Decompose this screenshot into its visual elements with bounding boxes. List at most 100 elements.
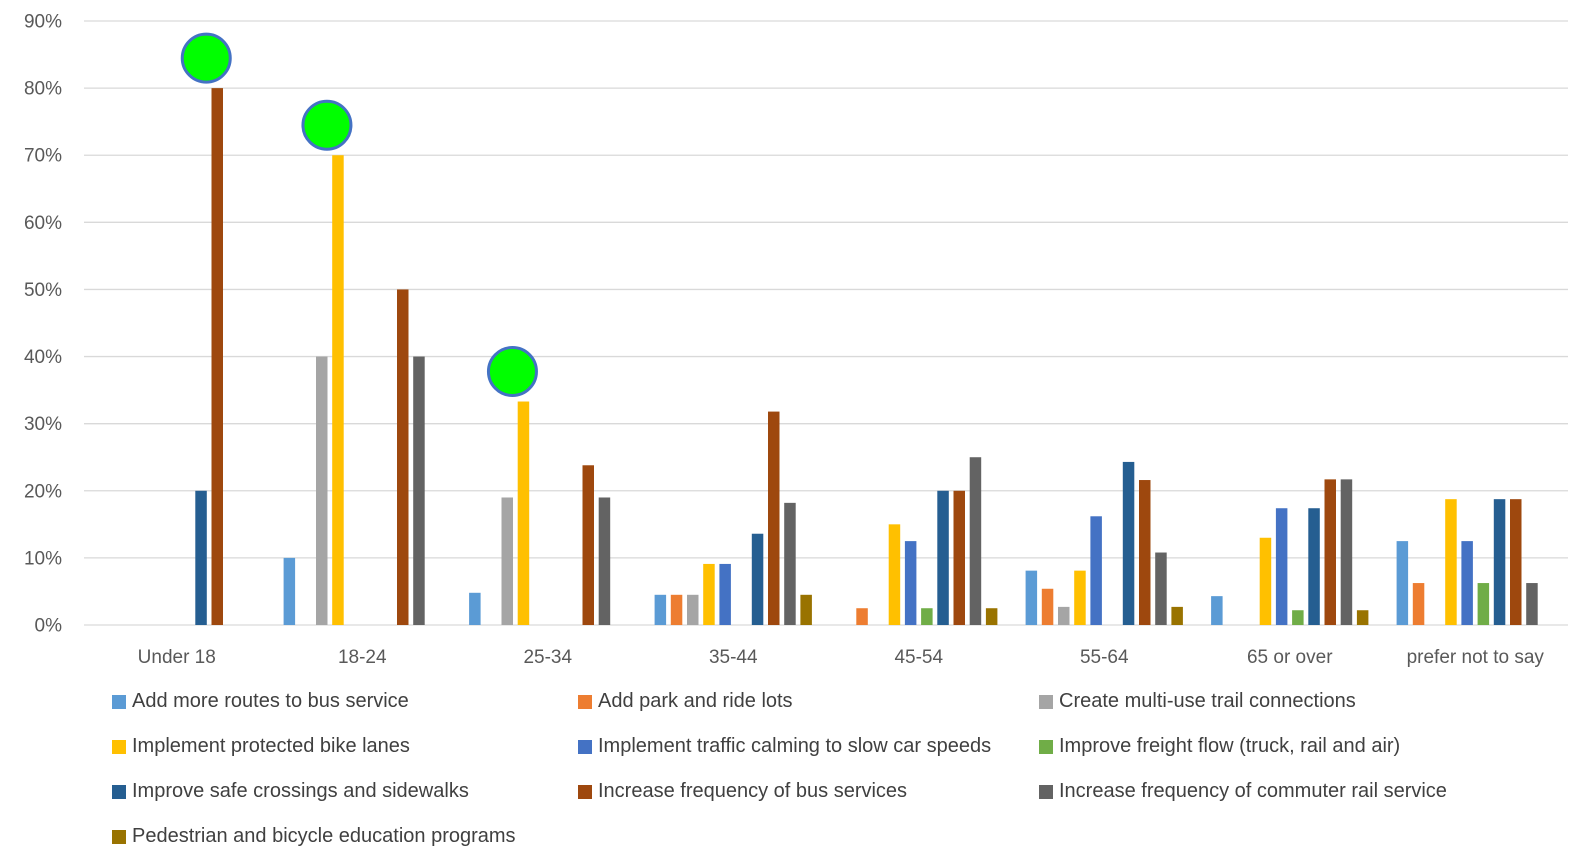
y-tick-label: 50% — [24, 280, 62, 301]
legend-label: Improve safe crossings and sidewalks — [132, 780, 469, 802]
legend-label: Improve freight flow (truck, rail and ai… — [1059, 735, 1401, 757]
bar — [1477, 583, 1490, 625]
x-tick-label: Under 18 — [138, 647, 216, 668]
bar — [1139, 480, 1151, 625]
legend-item: Increase frequency of bus services — [578, 780, 907, 803]
bar — [1308, 508, 1320, 625]
bar — [1155, 552, 1167, 625]
bar — [1445, 499, 1457, 625]
annotation-markers — [180, 32, 538, 398]
y-tick-label: 60% — [24, 213, 62, 234]
bar — [687, 594, 699, 625]
y-tick-label: 80% — [24, 79, 62, 100]
bar — [800, 594, 812, 625]
legend-label: Create multi-use trail connections — [1059, 690, 1356, 712]
bar — [768, 411, 780, 625]
bar — [1292, 610, 1304, 625]
legend-item: Improve safe crossings and sidewalks — [112, 780, 469, 803]
bar — [582, 465, 594, 625]
bar — [1412, 583, 1425, 625]
bar — [985, 608, 998, 625]
bar — [670, 594, 683, 625]
legend-swatch — [112, 694, 126, 709]
y-tick-label: 0% — [35, 616, 63, 637]
bar — [1211, 596, 1223, 625]
bar — [1041, 588, 1054, 625]
bar — [953, 490, 965, 625]
bar — [921, 608, 933, 625]
legend-label: Pedestrian and bicycle education program… — [132, 825, 516, 847]
bar — [517, 401, 530, 625]
y-tick-label: 40% — [24, 347, 62, 368]
x-tick-label: 25-34 — [523, 647, 572, 668]
bar — [856, 608, 868, 625]
bar — [719, 563, 731, 625]
legend-item: Add park and ride lots — [578, 690, 793, 713]
bar — [1510, 499, 1522, 625]
legend-item: Increase frequency of commuter rail serv… — [1039, 780, 1447, 803]
bar — [1396, 541, 1409, 625]
x-tick-label: 18-24 — [338, 647, 387, 668]
bar — [1526, 583, 1538, 625]
legend-swatch — [1039, 739, 1053, 754]
legend-item: Implement traffic calming to slow car sp… — [578, 735, 991, 758]
bar — [1025, 570, 1038, 625]
x-axis-ticks: Under 18 18-24 25-34 35-44 45-54 55-64 65 or o… — [138, 647, 1545, 668]
legend-label: Increase frequency of commuter rail serv… — [1059, 780, 1447, 802]
highlight-marker — [486, 346, 538, 398]
bar — [1461, 541, 1473, 625]
bar — [751, 533, 764, 625]
x-tick-label: prefer not to say — [1407, 647, 1545, 668]
y-axis-ticks: 0% 10% 20% 30% 40% 50% 60% 70% 80% 90% — [24, 12, 62, 637]
legend-swatch — [1039, 694, 1053, 709]
highlight-marker — [301, 99, 353, 151]
y-tick-label: 10% — [24, 548, 62, 569]
bar — [397, 289, 409, 625]
bars — [195, 88, 1538, 626]
bar — [784, 502, 796, 625]
bar — [937, 490, 949, 625]
bar — [654, 594, 667, 625]
legend-item: Add more routes to bus service — [112, 690, 409, 713]
bar — [1340, 479, 1353, 625]
legend-label: Implement traffic calming to slow car sp… — [598, 735, 992, 757]
bar — [316, 356, 328, 625]
y-tick-label: 90% — [24, 12, 62, 33]
legend-swatch — [1039, 784, 1053, 799]
x-tick-label: 35-44 — [709, 647, 758, 668]
bar — [1058, 606, 1070, 625]
bar — [703, 563, 715, 625]
bar — [888, 524, 901, 625]
legend-swatch — [112, 829, 126, 844]
legend-item: Create multi-use trail connections — [1039, 690, 1356, 713]
legend-item: Pedestrian and bicycle education program… — [112, 825, 516, 848]
y-tick-label: 30% — [24, 414, 62, 435]
bar — [904, 541, 917, 625]
legend-label: Increase frequency of bus services — [598, 780, 908, 802]
x-tick-label: 55-64 — [1080, 647, 1129, 668]
legend-label: Add more routes to bus service — [132, 690, 409, 712]
bar — [1275, 508, 1288, 625]
bar — [283, 557, 296, 625]
bar — [195, 490, 207, 625]
bar — [1324, 479, 1336, 625]
bar — [1493, 499, 1506, 625]
bar — [211, 88, 223, 626]
highlight-marker — [180, 32, 232, 84]
bar — [501, 497, 513, 625]
legend-swatch — [112, 784, 126, 799]
legend-swatch — [578, 784, 592, 799]
y-tick-label: 70% — [24, 146, 62, 167]
bar — [413, 356, 425, 625]
y-tick-label: 20% — [24, 481, 62, 502]
bar — [1356, 610, 1369, 625]
legend-label: Add park and ride lots — [598, 690, 793, 712]
x-tick-label: 45-54 — [894, 647, 943, 668]
legend-swatch — [112, 739, 126, 754]
legend-label: Implement protected bike lanes — [132, 735, 410, 757]
bar — [1074, 570, 1086, 625]
bar — [1122, 461, 1135, 625]
bar — [1259, 537, 1272, 625]
